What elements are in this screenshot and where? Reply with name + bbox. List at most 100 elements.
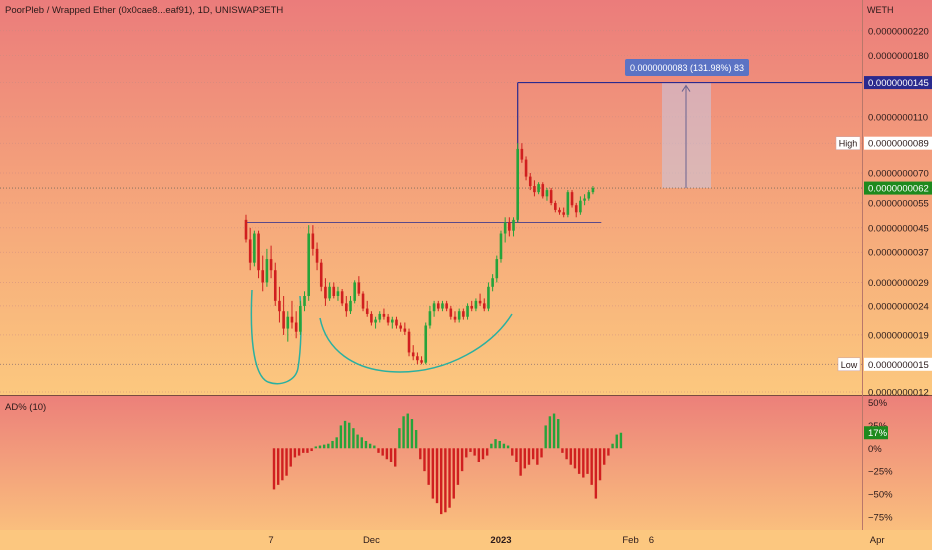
chart-title: PoorPleb / Wrapped Ether (0x0cae8...eaf9… <box>5 5 283 16</box>
indicator-tick-label: −50% <box>868 490 893 501</box>
ad-bar <box>611 443 614 449</box>
ad-bar <box>594 448 598 499</box>
ad-bar <box>523 448 526 469</box>
indicator-pane-background <box>0 396 932 550</box>
ad-bar <box>352 428 355 449</box>
ad-bar <box>343 420 347 449</box>
candle-body <box>416 356 419 361</box>
candle-body <box>399 325 402 329</box>
candle-body <box>253 233 256 263</box>
candle-body <box>290 316 294 323</box>
ad-bar <box>598 448 602 481</box>
high-price-text: 0.0000000089 <box>868 139 929 150</box>
candle-body <box>478 300 482 304</box>
candle-body <box>407 331 411 353</box>
price-tick-label: 0.0000000045 <box>868 223 929 234</box>
candle-body <box>374 319 377 323</box>
candle-body <box>566 192 570 215</box>
low-label-text: Low <box>841 360 858 370</box>
ad-bar <box>322 444 326 449</box>
candle-body <box>244 219 248 240</box>
ad-bar <box>310 448 313 452</box>
price-tick-label: 0.0000000037 <box>868 248 929 259</box>
candle-body <box>524 159 528 177</box>
candle-body <box>378 313 382 320</box>
ad-bar <box>490 443 493 449</box>
measure-label: 0.0000000083 (131.98%) 83 <box>625 59 749 76</box>
ad-bar <box>502 443 506 449</box>
price-tick-label: 0.0000000055 <box>868 198 929 209</box>
candle-body <box>470 305 474 309</box>
ad-bar <box>444 448 447 513</box>
indicator-pane: AD% (10)50%25%0%−25%−50%−75%17% <box>5 398 893 523</box>
candle-body <box>294 322 298 332</box>
measure-label-box <box>625 59 749 76</box>
price-tick-label: 0.0000000220 <box>868 26 929 37</box>
candle-body <box>545 190 549 197</box>
candle-body <box>495 259 499 279</box>
candle-body <box>357 282 361 294</box>
ad-bar <box>364 440 368 449</box>
ad-bar <box>377 448 380 453</box>
ad-bar <box>289 448 292 467</box>
ad-bar <box>527 448 531 465</box>
ad-bar <box>293 448 297 458</box>
time-tick-label: 2023 <box>490 535 511 546</box>
ad-bar <box>318 445 322 449</box>
ad-bar <box>565 448 568 460</box>
ad-bar <box>335 437 338 449</box>
ad-bar <box>469 448 472 452</box>
ad-bar <box>511 448 514 456</box>
ad-bar <box>348 422 351 449</box>
ad-bar <box>498 440 501 449</box>
candle-body <box>382 313 386 317</box>
candle-body <box>269 259 273 271</box>
candle-body <box>332 286 336 296</box>
candle-body <box>462 311 465 317</box>
ad-bar <box>281 448 284 481</box>
ad-bar <box>276 448 280 485</box>
candle-body <box>558 209 561 213</box>
ad-bar <box>460 448 464 472</box>
candle-body <box>537 184 540 193</box>
high-label-text: High <box>839 139 858 149</box>
candle-body <box>583 198 586 201</box>
candle-body <box>528 176 532 187</box>
ad-bar <box>531 448 535 460</box>
ad-bar <box>423 448 426 472</box>
ad-bar <box>536 448 539 465</box>
candle-body <box>533 186 536 193</box>
time-tick-label: Apr <box>870 535 885 546</box>
candle-body <box>512 219 515 231</box>
candle-body <box>579 200 582 213</box>
measure-arrow-head <box>681 84 691 92</box>
ad-bar <box>435 448 439 504</box>
ad-bar <box>360 437 363 449</box>
last-price-text: 0.0000000062 <box>868 184 929 195</box>
candle-body <box>370 313 373 323</box>
candle-body <box>549 190 553 203</box>
ad-bar <box>448 448 451 508</box>
indicator-title: AD% (10) <box>5 402 46 413</box>
ad-bar <box>577 448 581 474</box>
ad-bar <box>302 448 305 453</box>
high-price-tag <box>864 136 932 150</box>
target-price-text: 0.0000000145 <box>868 78 929 89</box>
time-axis: 7Dec2023Feb6AprMayJun <box>0 530 932 550</box>
ad-bar <box>431 448 435 499</box>
candle-body <box>491 278 494 287</box>
ad-bar <box>427 448 430 485</box>
ad-bar <box>494 439 497 449</box>
candle-body <box>391 319 394 323</box>
price-tags: 0.0000000145 0.0000000089 High 0.0000000062… <box>835 76 932 372</box>
ad-bar <box>398 428 401 449</box>
candle-body <box>562 212 565 215</box>
candle-body <box>487 286 490 309</box>
measure-label-text: 0.0000000083 (131.98%) 83 <box>630 63 744 73</box>
ad-bar <box>590 448 593 485</box>
handle-curve-drawing <box>250 289 302 385</box>
ad-bar <box>314 446 317 449</box>
price-tick-label: 0.0000000029 <box>868 278 929 289</box>
